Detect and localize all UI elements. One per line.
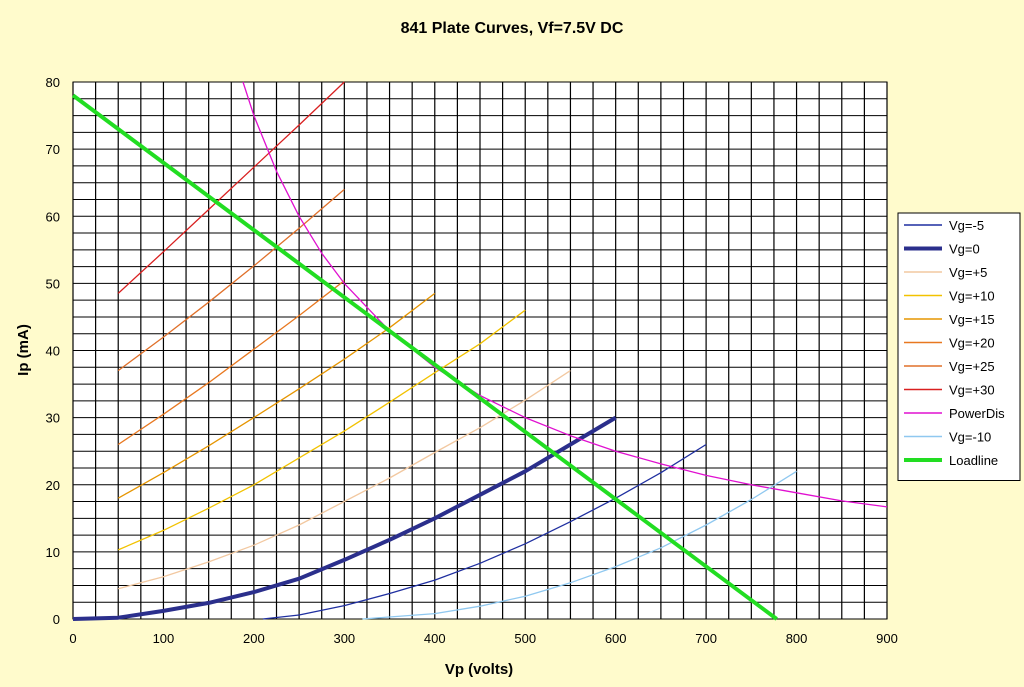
legend-label: Vg=+25 xyxy=(949,359,995,374)
x-tick-label: 200 xyxy=(243,631,265,646)
x-tick-label: 800 xyxy=(786,631,808,646)
y-tick-label: 20 xyxy=(46,478,60,493)
x-ticks: 0 100 200 300 400 500 600 700 800 900 xyxy=(69,631,897,646)
series-line-vg-5 xyxy=(118,370,571,590)
series-line-vg-25 xyxy=(117,188,345,372)
legend-label: Vg=-10 xyxy=(949,430,991,445)
x-tick-label: 100 xyxy=(153,631,175,646)
y-ticks: 0 10 20 30 40 50 60 70 80 xyxy=(46,75,60,627)
x-tick-label: 500 xyxy=(514,631,536,646)
x-tick-label: 300 xyxy=(333,631,355,646)
y-tick-label: 40 xyxy=(46,344,60,359)
y-tick-label: 60 xyxy=(46,209,60,224)
chart-title: 841 Plate Curves, Vf=7.5V DC xyxy=(401,20,624,37)
grid xyxy=(72,81,888,620)
series-line-vg-0 xyxy=(72,415,617,621)
legend-label: Vg=+20 xyxy=(949,336,995,351)
y-tick-label: 70 xyxy=(46,142,60,157)
x-tick-label: 900 xyxy=(876,631,898,646)
series-group xyxy=(71,81,888,621)
series-line-vg-30 xyxy=(117,81,345,294)
series-line-loadline xyxy=(71,93,778,621)
legend-label: Vg=+5 xyxy=(949,265,987,280)
y-tick-label: 50 xyxy=(46,276,60,291)
y-tick-label: 0 xyxy=(53,612,60,627)
legend-label: Vg=+10 xyxy=(949,289,995,304)
series-line-vg-5 xyxy=(262,443,707,620)
y-tick-label: 80 xyxy=(46,75,60,90)
series-line-vg-15 xyxy=(117,292,436,499)
legend-label: PowerDis xyxy=(949,406,1005,421)
legend-label: Vg=+15 xyxy=(949,312,995,327)
x-tick-label: 600 xyxy=(605,631,627,646)
legend-label: Vg=+30 xyxy=(949,383,995,398)
legend-label: Vg=-5 xyxy=(949,218,984,233)
y-tick-label: 30 xyxy=(46,411,60,426)
series-line-vg-10 xyxy=(117,309,526,551)
series-line-vg-20 xyxy=(117,280,345,446)
x-tick-label: 400 xyxy=(424,631,446,646)
x-tick-label: 700 xyxy=(695,631,717,646)
y-tick-label: 10 xyxy=(46,545,60,560)
series-line-powerdis xyxy=(242,81,888,508)
series-line-vg-10 xyxy=(362,470,797,620)
x-tick-label: 0 xyxy=(69,631,76,646)
legend: Vg=-5 Vg=0 Vg=+5 Vg=+10 Vg=+15 Vg=+20 Vg=+25 Vg… xyxy=(897,212,1021,481)
y-axis-title: Ip (mA) xyxy=(15,324,32,376)
x-axis-title: Vp (volts) xyxy=(445,661,513,678)
legend-label: Loadline xyxy=(949,453,998,468)
legend-label: Vg=0 xyxy=(949,242,980,257)
